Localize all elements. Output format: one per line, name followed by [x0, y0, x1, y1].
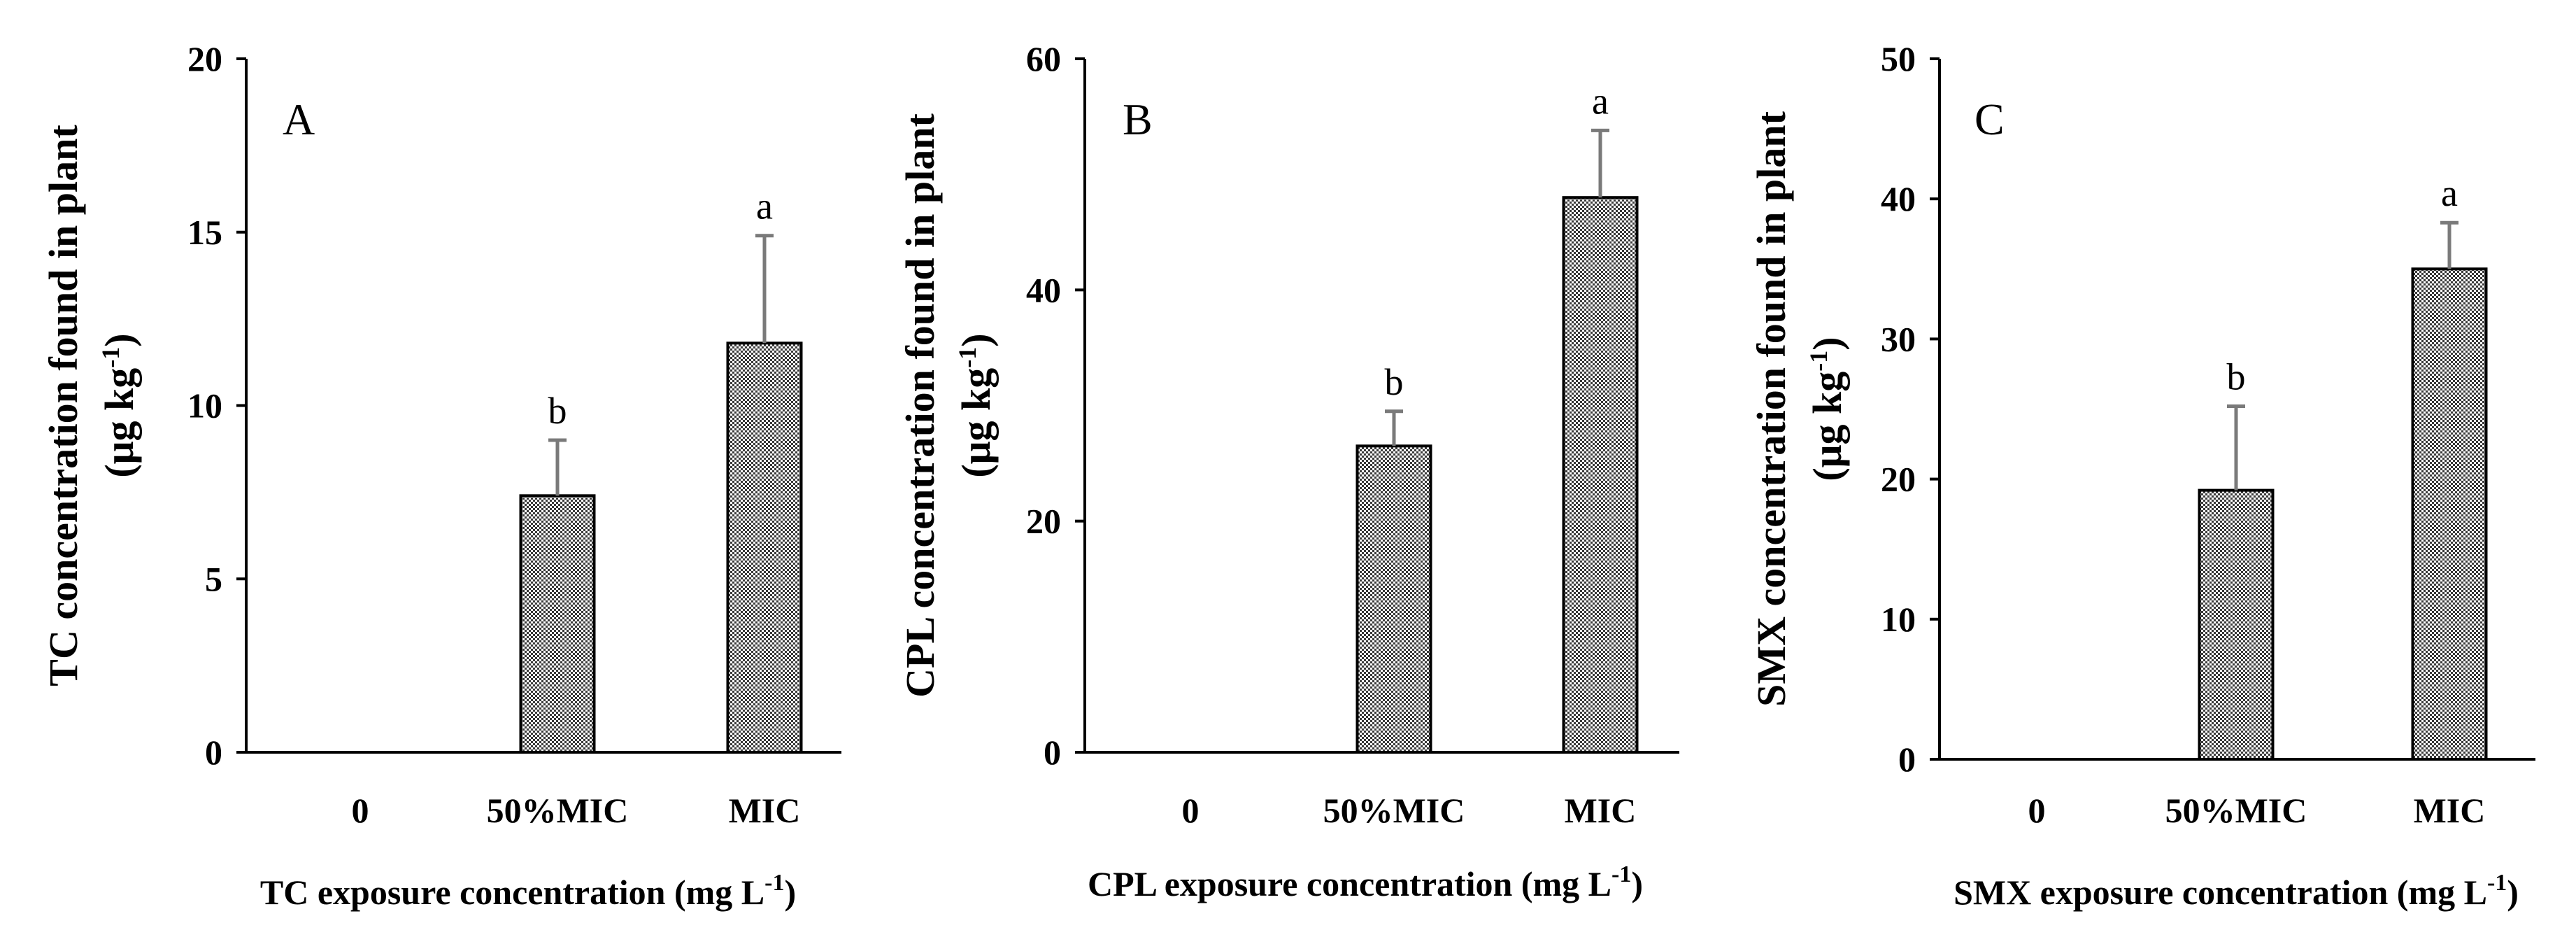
panel-c-x-axis-label: SMX exposure concentration (mg L-1) [1954, 870, 2519, 912]
panel-a-y-tick-label: 5 [205, 559, 222, 598]
panel-a-bar-1 [519, 494, 596, 754]
panel-a-y-tick-label: 10 [187, 386, 222, 425]
panel-c-y-axis-unit: (μg kg-1) [1805, 337, 1850, 481]
panel-b-category-label: 0 [1182, 791, 1200, 830]
panel-c-category-label: 0 [2028, 791, 2046, 830]
panel-a-y-tick-label: 0 [205, 733, 222, 772]
panel-a-significance-2: a [756, 185, 773, 227]
panel-c-y-tick-label: 0 [1898, 740, 1916, 779]
panel-a-panel-letter: A [283, 94, 315, 144]
panel-b-bar-1 [1355, 444, 1432, 754]
panel-a-x-axis-label: TC exposure concentration (mg L-1) [260, 870, 796, 912]
panel-c-y-axis-unit-close: ) [1805, 337, 1850, 350]
panel-c: 0 10 20 30 40 50 0 b 50%MIC a MIC C SMX concentratio… [1749, 39, 2535, 912]
panel-a-y-axis-unit-main: (μg kg [97, 368, 142, 478]
panel-c-bar-1 [2198, 488, 2275, 761]
panel-b-category-label: 50%MIC [1323, 791, 1465, 830]
panel-b-x-axis-label-main: CPL exposure concentration (mg L [1088, 864, 1611, 903]
panel-b-y-tick-label: 60 [1026, 39, 1061, 78]
panel-b-y-axis-unit-close: ) [953, 333, 999, 346]
panel-b-y-tick-label: 0 [1044, 733, 1061, 772]
panel-c-category-label: 50%MIC [2165, 791, 2307, 830]
panel-b-y-tick-label: 40 [1026, 270, 1061, 309]
panel-c-significance-1: b [2227, 355, 2246, 397]
panel-a: 0 5 10 15 20 0 b 50%MIC a MIC A TC concentration fo… [41, 39, 841, 912]
panel-c-y-axis-unit-main: (μg kg [1805, 372, 1850, 481]
panel-a-category-label: MIC [729, 791, 801, 830]
panel-c-bar-2 [2411, 267, 2488, 761]
panel-b-significance-2: a [1592, 80, 1609, 122]
panel-a-y-axis-unit: (μg kg-1) [97, 333, 142, 477]
panel-b-x-axis-label-sup: -1 [1611, 861, 1631, 887]
panel-a-y-axis-unit-sup: -1 [97, 347, 124, 368]
panel-b-significance-1: b [1385, 361, 1404, 403]
panel-c-x-axis-label-close: ) [2507, 873, 2519, 912]
panel-a-x-axis-label-sup: -1 [764, 870, 784, 896]
panel-a-category-label: 0 [352, 791, 369, 830]
panel-c-y-tick-label: 50 [1881, 39, 1916, 78]
panel-a-y-axis-unit-close: ) [97, 333, 142, 346]
panel-c-y-tick-label: 10 [1881, 600, 1916, 639]
panel-b: 0 20 40 60 0 b 50%MIC a MIC B CPL concentration fo… [897, 39, 1679, 903]
panel-a-category-label: 50%MIC [487, 791, 629, 830]
panel-a-bar-2 [726, 341, 803, 754]
panel-b-y-axis-unit: (μg kg-1) [953, 333, 999, 477]
panel-a-y-tick-label: 15 [187, 213, 222, 252]
panel-a-y-axis-label: TC concentration found in plant [41, 125, 86, 686]
panel-b-y-tick-label: 20 [1026, 502, 1061, 541]
panel-c-y-axis-label: SMX concentration found in plant [1749, 111, 1794, 706]
panel-b-x-axis-label: CPL exposure concentration (mg L-1) [1088, 861, 1643, 903]
panel-c-panel-letter: C [1974, 94, 2005, 144]
panel-a-x-axis-label-close: ) [784, 873, 796, 912]
panel-c-y-tick-label: 40 [1881, 179, 1916, 218]
panel-b-y-axis-unit-main: (μg kg [953, 368, 999, 478]
panel-c-x-axis-label-sup: -1 [2487, 870, 2507, 896]
panel-b-y-axis-label: CPL concentration found in plant [897, 113, 943, 697]
panel-b-panel-letter: B [1123, 94, 1153, 144]
panel-b-y-axis-unit-sup: -1 [953, 347, 981, 368]
panel-a-significance-1: b [548, 390, 567, 432]
panel-c-x-axis-label-main: SMX exposure concentration (mg L [1954, 873, 2487, 912]
panel-b-bar-2 [1562, 196, 1639, 754]
panel-c-category-label: MIC [2414, 791, 2486, 830]
panel-b-category-label: MIC [1565, 791, 1637, 830]
panel-b-x-axis-label-close: ) [1631, 864, 1643, 903]
panel-c-y-tick-label: 30 [1881, 319, 1916, 358]
panel-a-x-axis-label-main: TC exposure concentration (mg L [260, 873, 764, 912]
panel-c-y-axis-unit-sup: -1 [1805, 351, 1833, 372]
panel-a-y-tick-label: 20 [187, 39, 222, 78]
panel-c-y-tick-label: 20 [1881, 460, 1916, 499]
panel-c-significance-2: a [2441, 172, 2458, 214]
